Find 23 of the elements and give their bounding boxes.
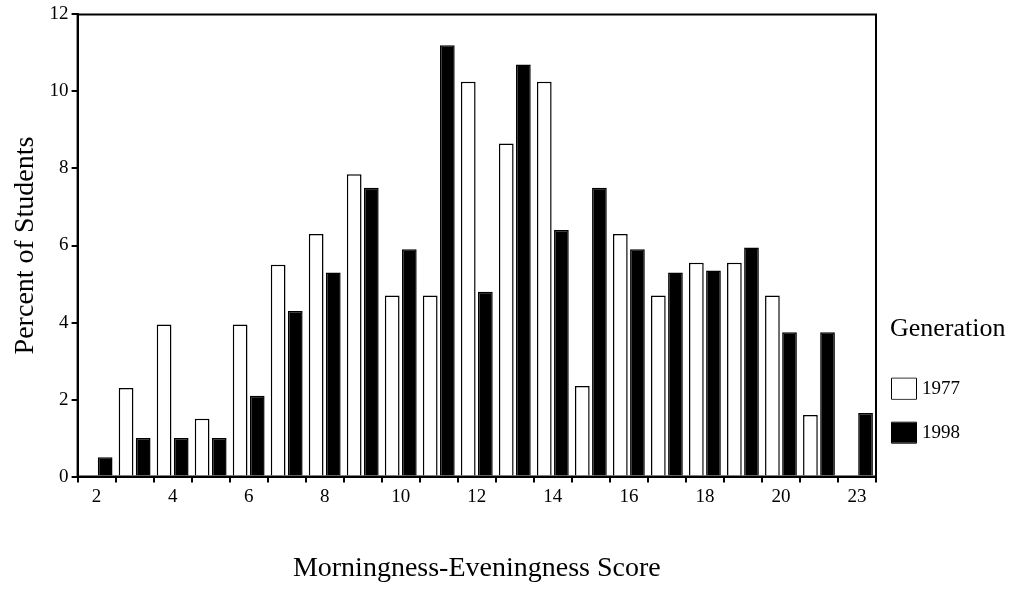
legend-label: 1998 — [922, 420, 960, 442]
y-tick-label: 6 — [59, 233, 69, 255]
x-tick-label: 18 — [695, 484, 715, 506]
x-tick-label: 12 — [467, 484, 487, 506]
x-tick-label: 6 — [243, 484, 254, 506]
x-tick-label: 14 — [543, 484, 563, 506]
legend-label: 1977 — [922, 376, 960, 398]
legend-title: Generation — [890, 312, 1006, 342]
y-tick-label: 0 — [59, 464, 69, 486]
x-tick-label: 10 — [391, 484, 411, 506]
x-tick-label: 2 — [91, 484, 102, 506]
x-tick-label: 20 — [771, 484, 791, 506]
y-axis-title: Percent of Students — [8, 136, 40, 355]
x-tick-label: 16 — [619, 484, 639, 506]
y-tick-label: 4 — [59, 310, 70, 332]
x-tick-label: 23 — [847, 484, 867, 506]
y-tick-label: 10 — [49, 79, 69, 101]
y-tick-label: 8 — [59, 156, 69, 178]
x-axis-title: Morningness-Eveningness Score — [292, 550, 661, 582]
x-tick-label: 8 — [319, 484, 330, 506]
y-tick-label: 2 — [59, 387, 69, 409]
x-tick-label: 4 — [167, 484, 178, 506]
y-tick-label: 12 — [49, 2, 69, 24]
